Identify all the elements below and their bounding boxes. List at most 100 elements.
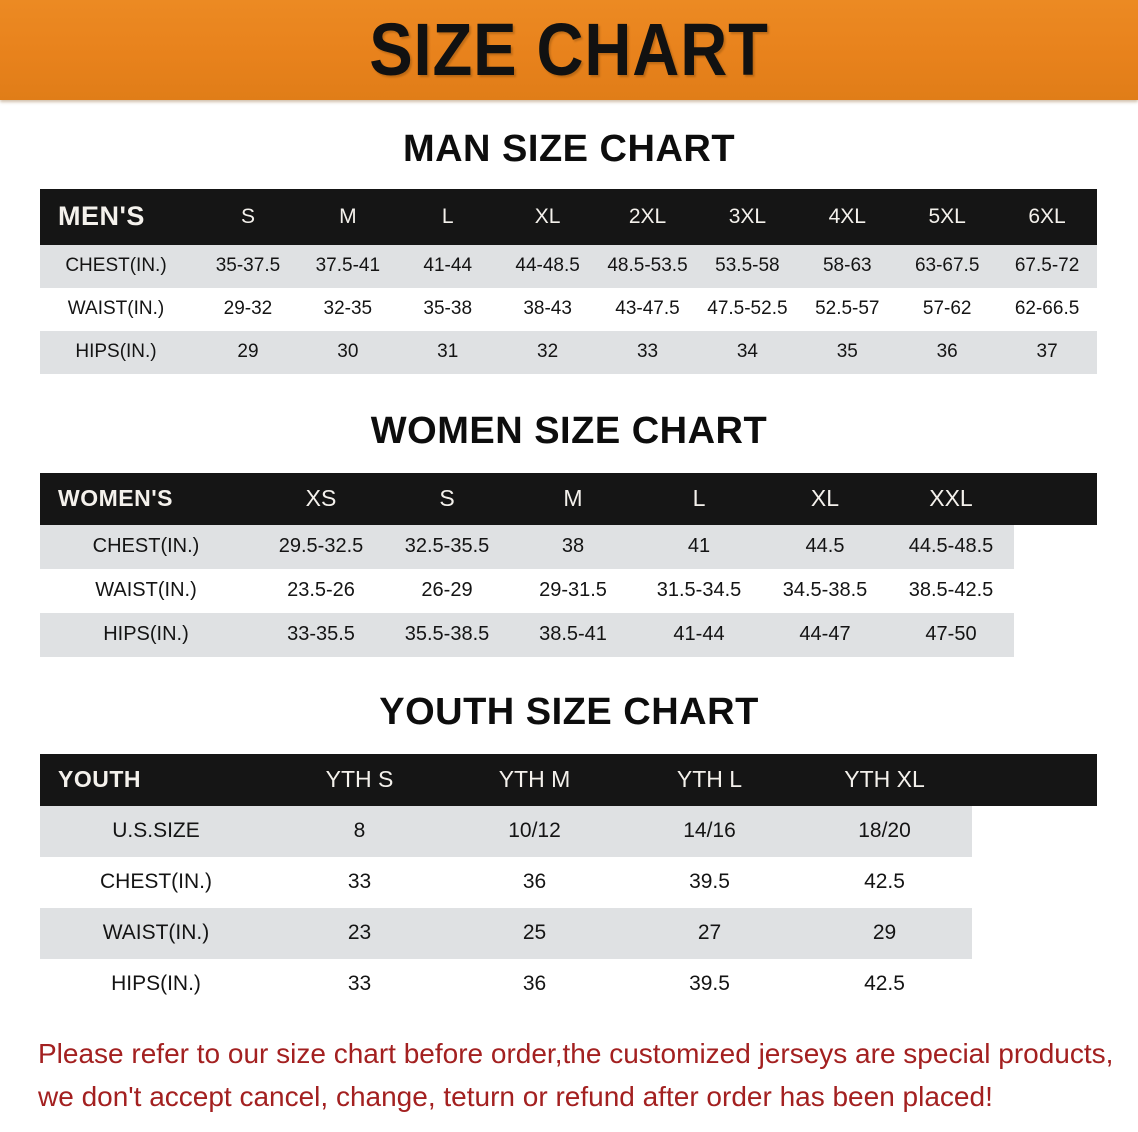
table-cell: 29 bbox=[198, 331, 298, 374]
page-banner: SIZE CHART bbox=[0, 0, 1138, 100]
table-row: WAIST(IN.) 29-32 32-35 35-38 38-43 43-47… bbox=[40, 288, 1098, 331]
man-size-header-6xl: 6XL bbox=[1028, 204, 1066, 228]
youth-size-header-s: YTH S bbox=[325, 766, 394, 792]
table-cell: 41-44 bbox=[636, 613, 762, 657]
table-cell: 30 bbox=[297, 331, 398, 374]
table-cell: 18/20 bbox=[797, 806, 972, 857]
table-cell: 33 bbox=[272, 857, 447, 908]
youth-size-header-xl: YTH XL bbox=[844, 766, 925, 792]
youth-table-header: YOUTH YTH S YTH M YTH L YTH XL bbox=[40, 754, 1097, 806]
table-cell: 47.5-52.5 bbox=[697, 288, 798, 331]
table-cell: 32.5-35.5 bbox=[384, 525, 510, 569]
table-cell: 29-31.5 bbox=[510, 569, 636, 613]
youth-row-label-us-size: U.S.SIZE bbox=[40, 806, 272, 857]
women-size-header-s: S bbox=[439, 485, 455, 511]
table-header-row: MEN'S S M L XL 2XL 3XL 4XL 5XL 6XL bbox=[40, 189, 1098, 245]
women-corner-label: WOMEN'S bbox=[58, 485, 174, 511]
table-cell: 43-47.5 bbox=[597, 288, 698, 331]
table-cell: 37 bbox=[997, 331, 1098, 374]
man-row-label-hips: HIPS(IN.) bbox=[40, 331, 198, 374]
man-row-label-chest: CHEST(IN.) bbox=[40, 245, 198, 288]
women-size-table: WOMEN'S XS S M L XL XXL CHEST(IN.) 29.5-… bbox=[40, 473, 1097, 657]
table-cell: 29.5-32.5 bbox=[258, 525, 384, 569]
table-cell: 41 bbox=[636, 525, 762, 569]
table-cell: 39.5 bbox=[622, 959, 797, 1010]
women-size-header-xs: XS bbox=[305, 485, 337, 511]
youth-corner-label: YOUTH bbox=[58, 766, 141, 792]
table-cell: 32-35 bbox=[297, 288, 398, 331]
man-table-header: MEN'S S M L XL 2XL 3XL 4XL 5XL 6XL bbox=[40, 189, 1098, 245]
return-policy-line-1: Please refer to our size chart before or… bbox=[38, 1038, 1114, 1069]
table-cell: 42.5 bbox=[797, 857, 972, 908]
table-cell: 44-48.5 bbox=[497, 245, 598, 288]
table-cell: 35-37.5 bbox=[198, 245, 298, 288]
man-size-table: MEN'S S M L XL 2XL 3XL 4XL 5XL 6XL CHEST… bbox=[40, 189, 1098, 374]
women-section-title: WOMEN SIZE CHART bbox=[370, 410, 768, 452]
table-cell: 10/12 bbox=[447, 806, 622, 857]
table-cell: 52.5-57 bbox=[797, 288, 898, 331]
table-cell: 35-38 bbox=[397, 288, 498, 331]
women-size-header-xl: XL bbox=[810, 485, 840, 511]
table-cell: 33 bbox=[272, 959, 447, 1010]
table-row: HIPS(IN.) 29 30 31 32 33 34 35 36 37 bbox=[40, 331, 1098, 374]
youth-size-table: YOUTH YTH S YTH M YTH L YTH XL U.S.SIZE … bbox=[40, 754, 1097, 1010]
table-cell: 37.5-41 bbox=[297, 245, 398, 288]
table-row: HIPS(IN.) 33 36 39.5 42.5 bbox=[40, 959, 1097, 1010]
return-policy-note: Please refer to our size chart before or… bbox=[38, 1032, 1114, 1119]
table-cell: 34 bbox=[697, 331, 798, 374]
table-cell: 39.5 bbox=[622, 857, 797, 908]
return-policy-line-2: we don't accept cancel, change, teturn o… bbox=[38, 1081, 993, 1113]
table-cell: 35.5-38.5 bbox=[384, 613, 510, 657]
table-row: CHEST(IN.) 29.5-32.5 32.5-35.5 38 41 44.… bbox=[40, 525, 1097, 569]
table-cell: 34.5-38.5 bbox=[762, 569, 888, 613]
table-cell: 23 bbox=[272, 908, 447, 959]
table-row: CHEST(IN.) 35-37.5 37.5-41 41-44 44-48.5… bbox=[40, 245, 1098, 288]
table-cell: 41-44 bbox=[397, 245, 498, 288]
women-size-header-xxl: XXL bbox=[929, 485, 973, 511]
table-cell-spacer bbox=[972, 959, 1097, 1010]
women-row-label-hips: HIPS(IN.) bbox=[40, 613, 258, 657]
youth-header-spacer bbox=[972, 754, 1097, 806]
table-cell-spacer bbox=[972, 908, 1097, 959]
table-row: HIPS(IN.) 33-35.5 35.5-38.5 38.5-41 41-4… bbox=[40, 613, 1097, 657]
table-header-row: YOUTH YTH S YTH M YTH L YTH XL bbox=[40, 754, 1097, 806]
women-size-header-l: L bbox=[692, 485, 706, 511]
table-cell: 26-29 bbox=[384, 569, 510, 613]
table-cell: 31.5-34.5 bbox=[636, 569, 762, 613]
youth-row-label-waist: WAIST(IN.) bbox=[40, 908, 272, 959]
table-cell: 44-47 bbox=[762, 613, 888, 657]
table-cell: 44.5-48.5 bbox=[888, 525, 1014, 569]
table-cell: 38.5-42.5 bbox=[888, 569, 1014, 613]
table-cell-spacer bbox=[1014, 613, 1097, 657]
table-cell: 27 bbox=[622, 908, 797, 959]
man-size-header-2xl: 2XL bbox=[628, 204, 667, 228]
table-cell: 67.5-72 bbox=[997, 245, 1098, 288]
youth-size-header-m: YTH M bbox=[498, 766, 571, 792]
women-table-header: WOMEN'S XS S M L XL XXL bbox=[40, 473, 1097, 525]
table-cell: 33 bbox=[597, 331, 698, 374]
table-cell: 33-35.5 bbox=[258, 613, 384, 657]
man-section-title: MAN SIZE CHART bbox=[402, 128, 736, 170]
table-cell: 53.5-58 bbox=[697, 245, 798, 288]
table-cell: 42.5 bbox=[797, 959, 972, 1010]
table-cell-spacer bbox=[972, 857, 1097, 908]
table-cell: 25 bbox=[447, 908, 622, 959]
man-row-label-waist: WAIST(IN.) bbox=[40, 288, 198, 331]
man-corner-label: MEN'S bbox=[58, 201, 145, 231]
table-cell: 36 bbox=[447, 959, 622, 1010]
table-cell: 23.5-26 bbox=[258, 569, 384, 613]
table-cell-spacer bbox=[1014, 569, 1097, 613]
women-row-label-chest: CHEST(IN.) bbox=[40, 525, 258, 569]
man-size-header-l: L bbox=[441, 204, 454, 228]
youth-row-label-hips: HIPS(IN.) bbox=[40, 959, 272, 1010]
youth-size-header-l: YTH L bbox=[676, 766, 743, 792]
table-row: CHEST(IN.) 33 36 39.5 42.5 bbox=[40, 857, 1097, 908]
table-cell: 58-63 bbox=[797, 245, 898, 288]
table-cell: 29-32 bbox=[198, 288, 298, 331]
man-size-header-m: M bbox=[339, 204, 357, 228]
man-size-header-s: S bbox=[240, 204, 255, 228]
table-cell: 47-50 bbox=[888, 613, 1014, 657]
table-cell: 63-67.5 bbox=[897, 245, 998, 288]
table-cell: 62-66.5 bbox=[997, 288, 1098, 331]
table-cell: 29 bbox=[797, 908, 972, 959]
